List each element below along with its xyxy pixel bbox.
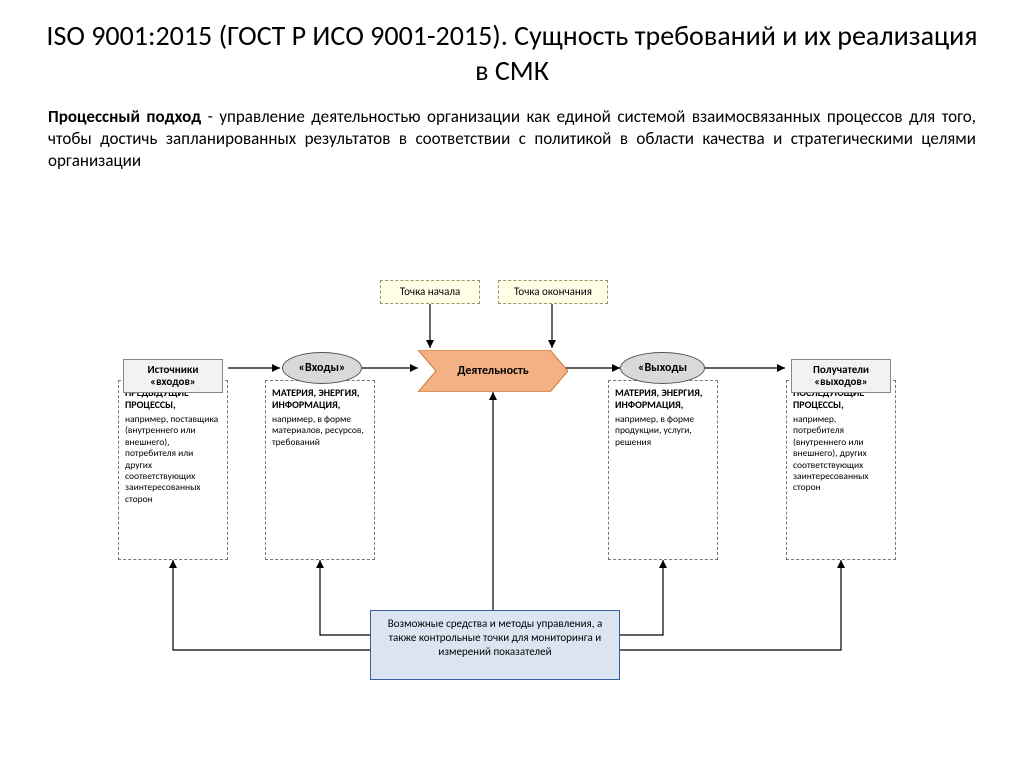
oval-inputs: «Входы» (282, 352, 362, 384)
box-inputs: МАТЕРИЯ, ЭНЕРГИЯ, ИНФОРМАЦИЯ, например, … (265, 380, 375, 560)
box-outputs-sub1: МАТЕРИЯ, ЭНЕРГИЯ, ИНФОРМАЦИЯ, (615, 387, 711, 410)
box-outputs: МАТЕРИЯ, ЭНЕРГИЯ, ИНФОРМАЦИЯ, например, … (608, 380, 718, 560)
box-sources-sub2: например, поставщика (внутреннего или вн… (125, 414, 221, 505)
chevron-activity: Деятельность (418, 350, 568, 392)
page-title: ISO 9001:2015 (ГОСТ Р ИСО 9001-2015). Су… (0, 0, 1024, 88)
box-receivers: Получатели «выходов» ПОСЛЕДУЮЩИЕ ПРОЦЕСС… (786, 380, 896, 560)
box-inputs-sub1: МАТЕРИЯ, ЭНЕРГИЯ, ИНФОРМАЦИЯ, (272, 387, 368, 410)
box-receivers-sub2: например, потребителя (внутреннего или в… (793, 414, 889, 494)
box-outputs-sub2: например, в форме продукции, услуги, реш… (615, 414, 711, 448)
intro-paragraph: Процессный подход - управление деятельно… (0, 88, 1024, 172)
chevron-activity-label: Деятельность (457, 364, 528, 378)
box-receivers-header: Получатели «выходов» (791, 359, 891, 393)
box-inputs-sub2: например, в форме материалов, ресурсов, … (272, 414, 368, 448)
box-sources-header: Источники «входов» (123, 359, 223, 393)
oval-outputs: «Выходы (620, 352, 705, 384)
paragraph-bold: Процессный подход (48, 106, 201, 127)
control-box: Возможные средства и методы управления, … (370, 610, 620, 680)
label-end-point: Точка окончания (498, 280, 608, 304)
box-sources: Источники «входов» ПРЕДЫДУЩИЕ ПРОЦЕССЫ, … (118, 380, 228, 560)
process-diagram: Точка начала Точка окончания Источники «… (0, 270, 1024, 750)
label-start-point: Точка начала (380, 280, 480, 304)
